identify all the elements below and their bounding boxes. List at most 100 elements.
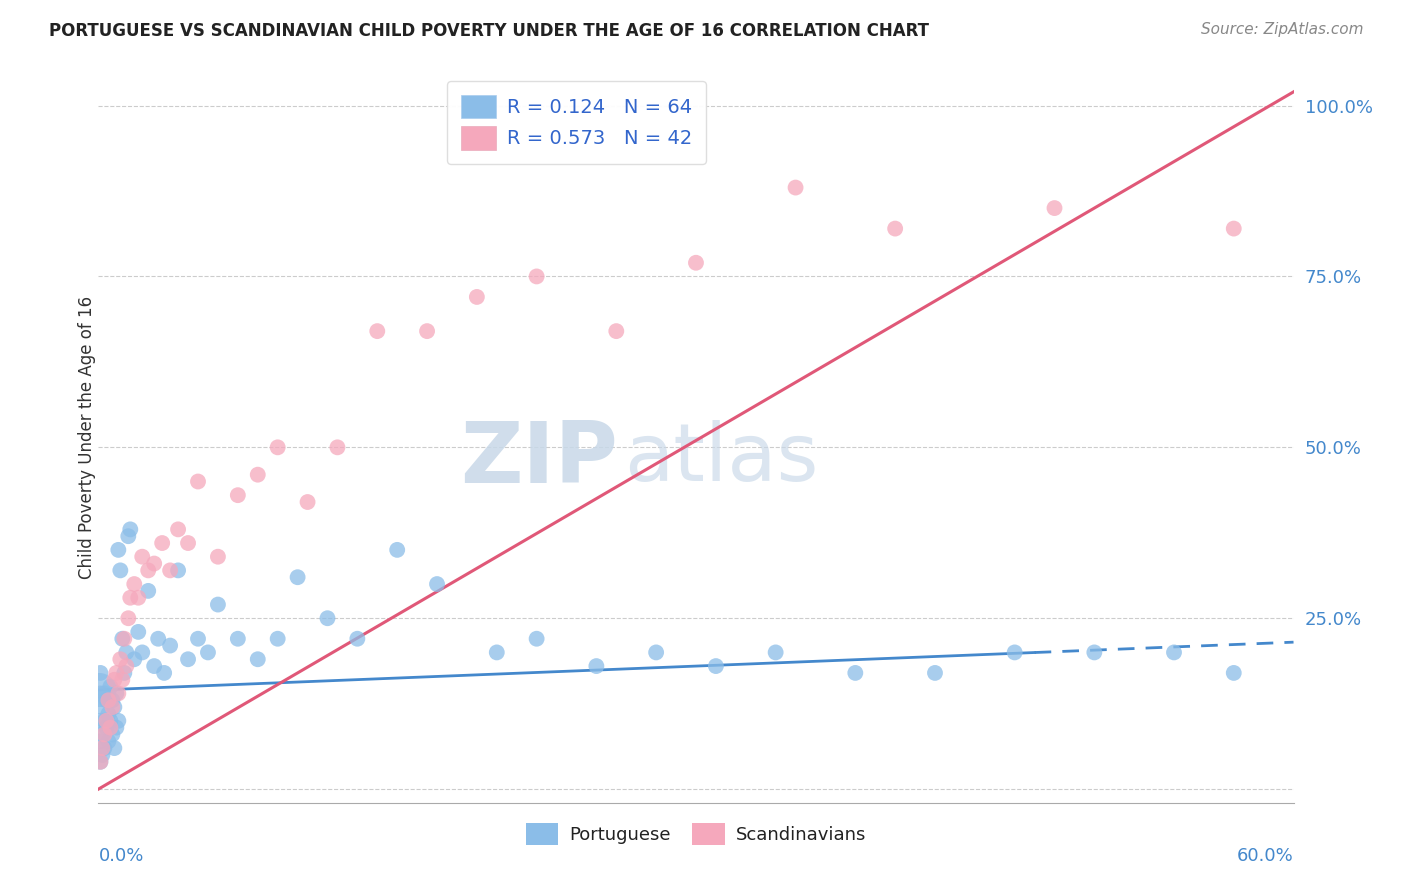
Point bbox=[110, 563, 132, 577]
Point bbox=[107, 686, 129, 700]
Point bbox=[167, 563, 190, 577]
Point bbox=[143, 557, 166, 571]
Point bbox=[785, 180, 807, 194]
Point bbox=[91, 747, 114, 762]
Point bbox=[91, 700, 114, 714]
Point bbox=[93, 727, 115, 741]
Point bbox=[226, 488, 249, 502]
Point bbox=[136, 563, 159, 577]
Point bbox=[112, 632, 135, 646]
Text: atlas: atlas bbox=[624, 420, 818, 498]
Point bbox=[97, 706, 120, 721]
Point bbox=[103, 700, 125, 714]
Point bbox=[97, 693, 120, 707]
Point bbox=[207, 549, 229, 564]
Point bbox=[297, 495, 319, 509]
Point bbox=[246, 467, 269, 482]
Point bbox=[153, 665, 176, 680]
Text: Source: ZipAtlas.com: Source: ZipAtlas.com bbox=[1201, 22, 1364, 37]
Point bbox=[267, 632, 290, 646]
Point bbox=[89, 734, 111, 748]
Point bbox=[96, 714, 118, 728]
Point bbox=[107, 714, 129, 728]
Point bbox=[115, 645, 138, 659]
Point bbox=[131, 645, 153, 659]
Point bbox=[110, 652, 132, 666]
Point bbox=[485, 645, 508, 659]
Point bbox=[884, 221, 907, 235]
Point bbox=[167, 522, 190, 536]
Text: 0.0%: 0.0% bbox=[98, 847, 143, 864]
Point bbox=[91, 741, 114, 756]
Point bbox=[426, 577, 449, 591]
Point bbox=[115, 659, 138, 673]
Point bbox=[1223, 665, 1246, 680]
Point bbox=[97, 734, 120, 748]
Point bbox=[465, 290, 488, 304]
Point bbox=[246, 652, 269, 666]
Point bbox=[526, 269, 548, 284]
Point bbox=[105, 686, 128, 700]
Point bbox=[187, 475, 209, 489]
Point bbox=[159, 563, 181, 577]
Point bbox=[120, 522, 142, 536]
Point bbox=[112, 665, 135, 680]
Point bbox=[143, 659, 166, 673]
Point bbox=[89, 714, 111, 728]
Point bbox=[526, 632, 548, 646]
Point bbox=[131, 549, 153, 564]
Point bbox=[124, 577, 146, 591]
Point bbox=[226, 632, 249, 646]
Point bbox=[105, 665, 128, 680]
Point bbox=[124, 652, 146, 666]
Text: ZIP: ZIP bbox=[461, 417, 619, 500]
Point bbox=[416, 324, 439, 338]
Point bbox=[98, 714, 122, 728]
Point bbox=[96, 721, 118, 735]
Point bbox=[177, 536, 200, 550]
Point bbox=[117, 529, 139, 543]
Point bbox=[101, 700, 124, 714]
Point bbox=[148, 632, 170, 646]
Point bbox=[93, 741, 115, 756]
Point bbox=[1004, 645, 1026, 659]
Text: PORTUGUESE VS SCANDINAVIAN CHILD POVERTY UNDER THE AGE OF 16 CORRELATION CHART: PORTUGUESE VS SCANDINAVIAN CHILD POVERTY… bbox=[49, 22, 929, 40]
Point bbox=[150, 536, 173, 550]
Point bbox=[177, 652, 200, 666]
Point bbox=[127, 624, 149, 639]
Point bbox=[136, 583, 159, 598]
Point bbox=[105, 721, 128, 735]
Point bbox=[93, 686, 115, 700]
Point bbox=[91, 727, 114, 741]
Point bbox=[89, 755, 111, 769]
Point bbox=[287, 570, 309, 584]
Point bbox=[98, 721, 122, 735]
Legend: Portuguese, Scandinavians: Portuguese, Scandinavians bbox=[519, 816, 873, 852]
Point bbox=[685, 256, 707, 270]
Point bbox=[120, 591, 142, 605]
Point bbox=[101, 727, 124, 741]
Point bbox=[267, 440, 290, 454]
Point bbox=[117, 611, 139, 625]
Point bbox=[346, 632, 368, 646]
Point bbox=[96, 693, 118, 707]
Point bbox=[844, 665, 866, 680]
Point bbox=[645, 645, 668, 659]
Point bbox=[89, 686, 111, 700]
Point bbox=[107, 542, 129, 557]
Text: 60.0%: 60.0% bbox=[1237, 847, 1294, 864]
Point bbox=[326, 440, 349, 454]
Point bbox=[127, 591, 149, 605]
Point bbox=[101, 693, 124, 707]
Y-axis label: Child Poverty Under the Age of 16: Child Poverty Under the Age of 16 bbox=[79, 295, 96, 579]
Point bbox=[1083, 645, 1105, 659]
Point bbox=[159, 639, 181, 653]
Point bbox=[98, 680, 122, 694]
Point bbox=[316, 611, 339, 625]
Point bbox=[605, 324, 627, 338]
Point bbox=[765, 645, 787, 659]
Point bbox=[89, 665, 111, 680]
Point bbox=[111, 673, 134, 687]
Point bbox=[366, 324, 388, 338]
Point bbox=[385, 542, 409, 557]
